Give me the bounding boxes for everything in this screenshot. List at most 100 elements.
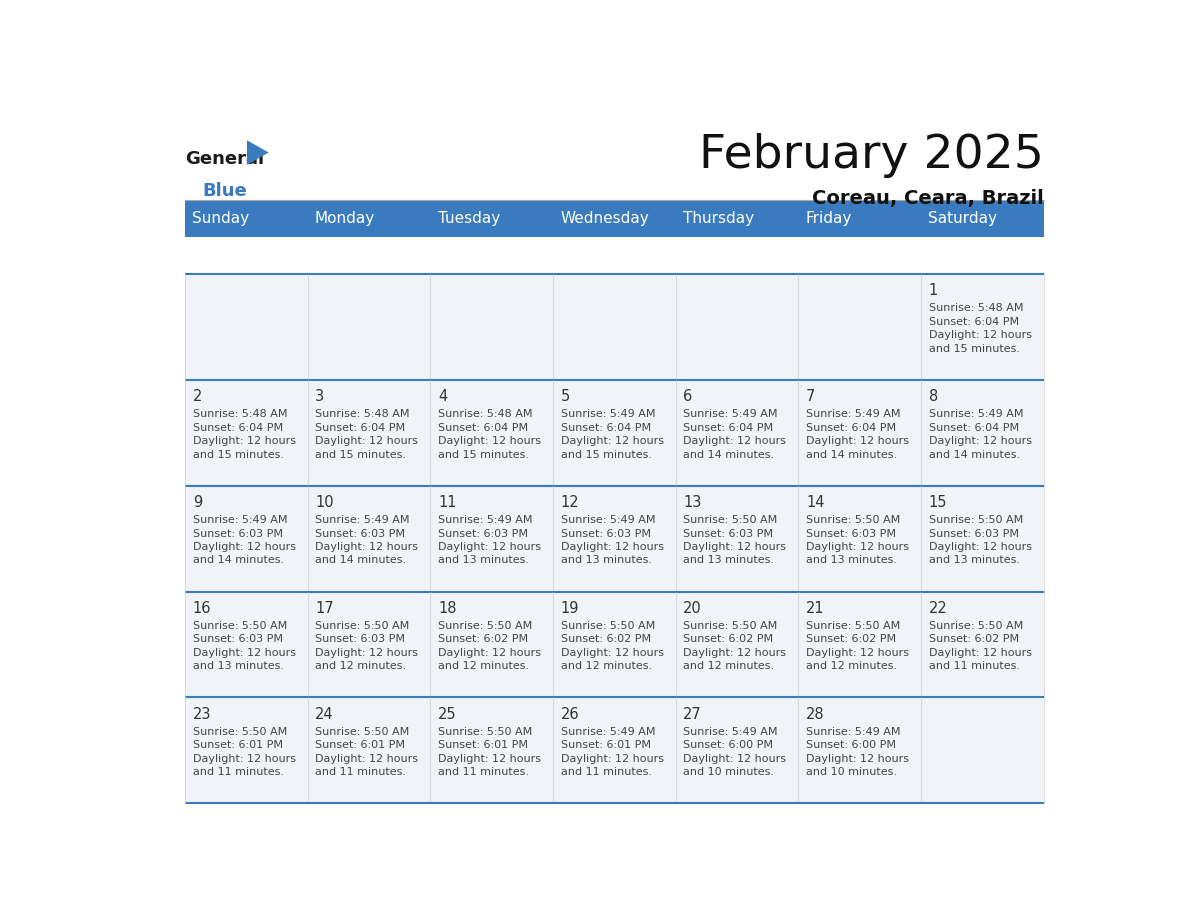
Text: and 12 minutes.: and 12 minutes. — [683, 661, 775, 671]
Text: Sunset: 6:04 PM: Sunset: 6:04 PM — [315, 422, 405, 432]
Text: and 13 minutes.: and 13 minutes. — [683, 555, 775, 565]
Text: Sunrise: 5:50 AM: Sunrise: 5:50 AM — [929, 515, 1023, 525]
Text: Sunrise: 5:50 AM: Sunrise: 5:50 AM — [192, 621, 287, 631]
Text: Sunset: 6:02 PM: Sunset: 6:02 PM — [561, 634, 651, 644]
Text: Daylight: 12 hours: Daylight: 12 hours — [929, 330, 1031, 341]
Text: Daylight: 12 hours: Daylight: 12 hours — [315, 436, 418, 446]
Bar — [430, 486, 552, 591]
Text: 3: 3 — [315, 389, 324, 404]
Text: Sunset: 6:03 PM: Sunset: 6:03 PM — [929, 529, 1018, 539]
Bar — [430, 200, 552, 237]
Bar — [430, 698, 552, 803]
Text: 13: 13 — [683, 495, 702, 510]
Text: Sunrise: 5:50 AM: Sunrise: 5:50 AM — [805, 515, 901, 525]
Text: Daylight: 12 hours: Daylight: 12 hours — [805, 754, 909, 764]
Text: Sunset: 6:00 PM: Sunset: 6:00 PM — [805, 740, 896, 750]
Text: Sunrise: 5:50 AM: Sunrise: 5:50 AM — [192, 727, 287, 736]
Text: Daylight: 12 hours: Daylight: 12 hours — [805, 542, 909, 552]
Text: Daylight: 12 hours: Daylight: 12 hours — [683, 542, 786, 552]
Bar — [676, 274, 798, 380]
Text: Daylight: 12 hours: Daylight: 12 hours — [805, 648, 909, 658]
Bar — [798, 486, 921, 591]
Bar — [185, 200, 308, 237]
Text: Sunrise: 5:49 AM: Sunrise: 5:49 AM — [192, 515, 287, 525]
Bar — [798, 274, 921, 380]
Text: Daylight: 12 hours: Daylight: 12 hours — [315, 754, 418, 764]
Text: Sunset: 6:04 PM: Sunset: 6:04 PM — [929, 317, 1019, 327]
Text: 22: 22 — [929, 600, 948, 616]
Text: Sunset: 6:04 PM: Sunset: 6:04 PM — [683, 422, 773, 432]
Text: and 10 minutes.: and 10 minutes. — [805, 767, 897, 777]
Text: Daylight: 12 hours: Daylight: 12 hours — [683, 648, 786, 658]
Bar — [430, 591, 552, 698]
Text: 1: 1 — [929, 284, 939, 298]
Text: Tuesday: Tuesday — [437, 211, 500, 226]
Text: Sunset: 6:02 PM: Sunset: 6:02 PM — [805, 634, 896, 644]
Text: and 14 minutes.: and 14 minutes. — [192, 555, 284, 565]
Text: and 11 minutes.: and 11 minutes. — [561, 767, 652, 777]
Text: Sunrise: 5:49 AM: Sunrise: 5:49 AM — [438, 515, 532, 525]
Text: Daylight: 12 hours: Daylight: 12 hours — [929, 648, 1031, 658]
Text: Daylight: 12 hours: Daylight: 12 hours — [192, 754, 296, 764]
Text: Sunrise: 5:48 AM: Sunrise: 5:48 AM — [192, 409, 287, 420]
Text: and 12 minutes.: and 12 minutes. — [438, 661, 529, 671]
Bar — [552, 698, 676, 803]
Bar — [308, 200, 430, 237]
Text: Sunrise: 5:49 AM: Sunrise: 5:49 AM — [805, 409, 901, 420]
Text: 10: 10 — [315, 495, 334, 510]
Text: Sunset: 6:04 PM: Sunset: 6:04 PM — [805, 422, 896, 432]
Bar — [552, 486, 676, 591]
Text: 9: 9 — [192, 495, 202, 510]
Text: General: General — [185, 150, 264, 168]
Bar — [185, 274, 308, 380]
Text: 19: 19 — [561, 600, 580, 616]
Polygon shape — [247, 140, 268, 165]
Text: and 11 minutes.: and 11 minutes. — [192, 767, 284, 777]
Text: and 15 minutes.: and 15 minutes. — [315, 450, 406, 460]
Text: Daylight: 12 hours: Daylight: 12 hours — [315, 542, 418, 552]
Text: and 15 minutes.: and 15 minutes. — [192, 450, 284, 460]
Text: Wednesday: Wednesday — [561, 211, 649, 226]
Text: Sunset: 6:03 PM: Sunset: 6:03 PM — [683, 529, 773, 539]
Text: Daylight: 12 hours: Daylight: 12 hours — [929, 542, 1031, 552]
Text: Sunset: 6:03 PM: Sunset: 6:03 PM — [561, 529, 651, 539]
Text: Sunrise: 5:50 AM: Sunrise: 5:50 AM — [438, 727, 532, 736]
Text: 23: 23 — [192, 707, 211, 722]
Text: Thursday: Thursday — [683, 211, 754, 226]
Text: Sunset: 6:01 PM: Sunset: 6:01 PM — [192, 740, 283, 750]
Bar — [430, 380, 552, 486]
Text: Saturday: Saturday — [928, 211, 997, 226]
Text: Sunset: 6:04 PM: Sunset: 6:04 PM — [438, 422, 529, 432]
Text: 5: 5 — [561, 389, 570, 404]
Text: Sunset: 6:02 PM: Sunset: 6:02 PM — [683, 634, 773, 644]
Bar — [308, 274, 430, 380]
Bar — [676, 698, 798, 803]
Text: Daylight: 12 hours: Daylight: 12 hours — [561, 542, 664, 552]
Bar — [552, 591, 676, 698]
Bar — [921, 274, 1043, 380]
Text: Sunset: 6:02 PM: Sunset: 6:02 PM — [438, 634, 529, 644]
Text: and 10 minutes.: and 10 minutes. — [683, 767, 775, 777]
Text: Sunrise: 5:49 AM: Sunrise: 5:49 AM — [561, 515, 656, 525]
Text: Daylight: 12 hours: Daylight: 12 hours — [683, 436, 786, 446]
Text: Sunrise: 5:50 AM: Sunrise: 5:50 AM — [561, 621, 655, 631]
Text: 14: 14 — [805, 495, 824, 510]
Text: and 12 minutes.: and 12 minutes. — [805, 661, 897, 671]
Text: Sunrise: 5:49 AM: Sunrise: 5:49 AM — [683, 727, 778, 736]
Text: and 12 minutes.: and 12 minutes. — [561, 661, 652, 671]
Text: and 14 minutes.: and 14 minutes. — [929, 450, 1019, 460]
Text: Sunset: 6:02 PM: Sunset: 6:02 PM — [929, 634, 1019, 644]
Text: Daylight: 12 hours: Daylight: 12 hours — [192, 648, 296, 658]
Text: and 11 minutes.: and 11 minutes. — [315, 767, 406, 777]
Text: Daylight: 12 hours: Daylight: 12 hours — [561, 436, 664, 446]
Text: Sunrise: 5:50 AM: Sunrise: 5:50 AM — [929, 621, 1023, 631]
Text: Daylight: 12 hours: Daylight: 12 hours — [192, 436, 296, 446]
Text: Sunset: 6:03 PM: Sunset: 6:03 PM — [192, 529, 283, 539]
Text: February 2025: February 2025 — [699, 133, 1043, 178]
Text: Daylight: 12 hours: Daylight: 12 hours — [683, 754, 786, 764]
Bar — [798, 200, 921, 237]
Text: Sunday: Sunday — [192, 211, 249, 226]
Text: 4: 4 — [438, 389, 447, 404]
Bar — [676, 200, 798, 237]
Text: Daylight: 12 hours: Daylight: 12 hours — [192, 542, 296, 552]
